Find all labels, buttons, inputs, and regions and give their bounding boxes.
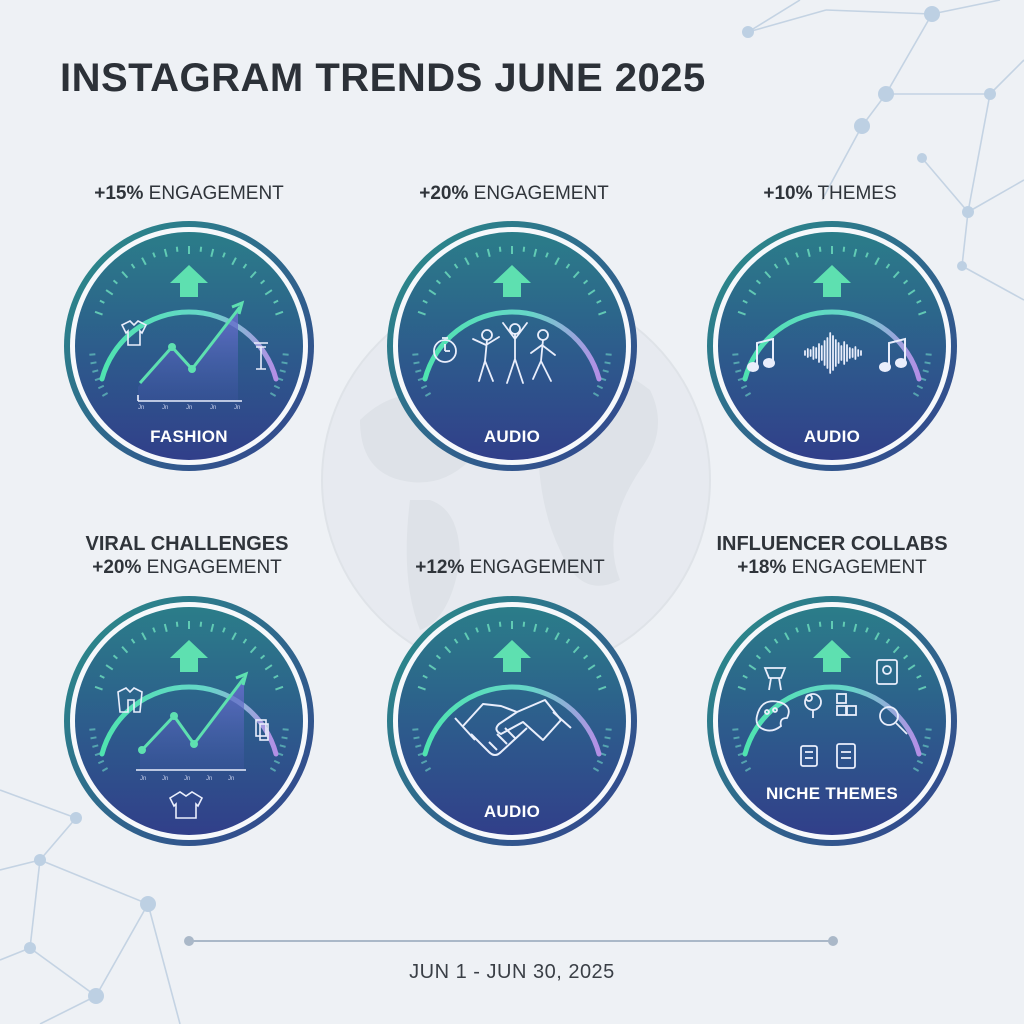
timeline-end-dot bbox=[828, 936, 838, 946]
gauge-label: AUDIO bbox=[803, 427, 861, 446]
stat-metric: THEMES bbox=[817, 183, 897, 204]
stat-metric: ENGAGEMENT bbox=[146, 557, 282, 578]
svg-text:Jn: Jn bbox=[162, 405, 168, 411]
stat-value: +12% bbox=[415, 557, 465, 578]
dial-face bbox=[387, 221, 637, 471]
lamp-icon bbox=[763, 667, 787, 691]
card-caption-5: +12% ENGAGEMENT bbox=[350, 556, 670, 580]
music-note-icon bbox=[747, 337, 907, 372]
book-icon bbox=[876, 659, 898, 685]
up-arrow-icon bbox=[170, 265, 208, 297]
dial-ticks bbox=[732, 246, 932, 397]
svg-text:Jn: Jn bbox=[138, 405, 144, 411]
puzzle-icon bbox=[836, 693, 857, 716]
timeline-start-dot bbox=[184, 936, 194, 946]
stopwatch-icon bbox=[433, 337, 457, 363]
palette-icon bbox=[755, 700, 790, 732]
trend-gauge-viral-challenges: Jn Jn Jn Jn Jn bbox=[62, 594, 316, 848]
magnifier-icon bbox=[879, 706, 908, 735]
gauge-label: AUDIO bbox=[483, 427, 541, 446]
dial-face: Jn Jn Jn Jn Jn bbox=[64, 596, 314, 846]
trend-gauge-audio-collab: AUDIO bbox=[385, 594, 639, 848]
card-heading: VIRAL CHALLENGES bbox=[85, 533, 289, 555]
svg-text:Jn: Jn bbox=[234, 405, 240, 411]
music-waveform-icon bbox=[804, 332, 862, 374]
stat-metric: ENGAGEMENT bbox=[148, 183, 284, 204]
up-arrow-icon bbox=[493, 640, 531, 672]
dancing-people-icon bbox=[472, 322, 556, 384]
trend-gauge-audio-dance: AUDIO bbox=[385, 219, 639, 473]
card-caption-3: +10% THEMES bbox=[670, 182, 990, 206]
gauge-label: AUDIO bbox=[483, 802, 541, 821]
trend-gauge-fashion: Jn Jn Jn Jn Jn FASHION bbox=[62, 219, 316, 473]
trend-gauge-audio-music: AUDIO bbox=[705, 219, 959, 473]
svg-text:Jn: Jn bbox=[162, 776, 168, 782]
viral-growth-chart-icon bbox=[117, 671, 269, 819]
stat-value: +18% bbox=[737, 557, 787, 578]
timeline-slider bbox=[184, 936, 838, 946]
up-arrow-icon bbox=[493, 265, 531, 297]
stat-metric: ENGAGEMENT bbox=[469, 557, 605, 578]
document-icon bbox=[800, 745, 818, 767]
card-heading: INFLUENCER COLLABS bbox=[716, 533, 948, 555]
gauge-label: NICHE THEMES bbox=[765, 784, 899, 803]
stat-value: +20% bbox=[92, 557, 142, 578]
gauge-label: FASHION bbox=[150, 427, 228, 446]
card-caption-4: VIRAL CHALLENGES +20% ENGAGEMENT bbox=[27, 532, 347, 580]
page-title: INSTAGRAM TRENDS JUNE 2025 bbox=[60, 56, 706, 100]
svg-text:Jn: Jn bbox=[184, 776, 190, 782]
svg-text:Jn: Jn bbox=[140, 776, 146, 782]
card-caption-1: +15% ENGAGEMENT bbox=[29, 182, 349, 206]
dial-face bbox=[387, 596, 637, 846]
fashion-growth-chart-icon bbox=[120, 300, 268, 402]
up-arrow-icon bbox=[170, 640, 208, 672]
up-arrow-icon bbox=[813, 640, 851, 672]
trend-gauge-niche-themes: NICHE THEMES bbox=[705, 594, 959, 848]
dial-ticks bbox=[89, 246, 289, 397]
dial-face bbox=[707, 221, 957, 471]
dial-face bbox=[707, 596, 957, 846]
dial-ticks bbox=[732, 621, 932, 772]
clipboard-icon bbox=[836, 743, 856, 769]
niche-theme-icons bbox=[755, 659, 908, 769]
card-caption-2: +20% ENGAGEMENT bbox=[354, 182, 674, 206]
svg-text:Jn: Jn bbox=[186, 405, 192, 411]
brain-icon bbox=[804, 693, 822, 718]
up-arrow-icon bbox=[813, 265, 851, 297]
svg-text:Jn: Jn bbox=[210, 405, 216, 411]
date-range: JUN 1 - JUN 30, 2025 bbox=[409, 961, 615, 983]
dial-face: Jn Jn Jn Jn Jn bbox=[64, 221, 314, 471]
stat-metric: ENGAGEMENT bbox=[473, 183, 609, 204]
svg-text:Jn: Jn bbox=[206, 776, 212, 782]
stat-metric: ENGAGEMENT bbox=[791, 557, 927, 578]
handshake-icon bbox=[454, 699, 572, 756]
card-caption-6: INFLUENCER COLLABS +18% ENGAGEMENT bbox=[672, 532, 992, 580]
svg-text:Jn: Jn bbox=[228, 776, 234, 782]
stat-value: +15% bbox=[94, 183, 144, 204]
stat-value: +20% bbox=[419, 183, 469, 204]
dial-ticks bbox=[89, 621, 289, 772]
stat-value: +10% bbox=[763, 183, 813, 204]
